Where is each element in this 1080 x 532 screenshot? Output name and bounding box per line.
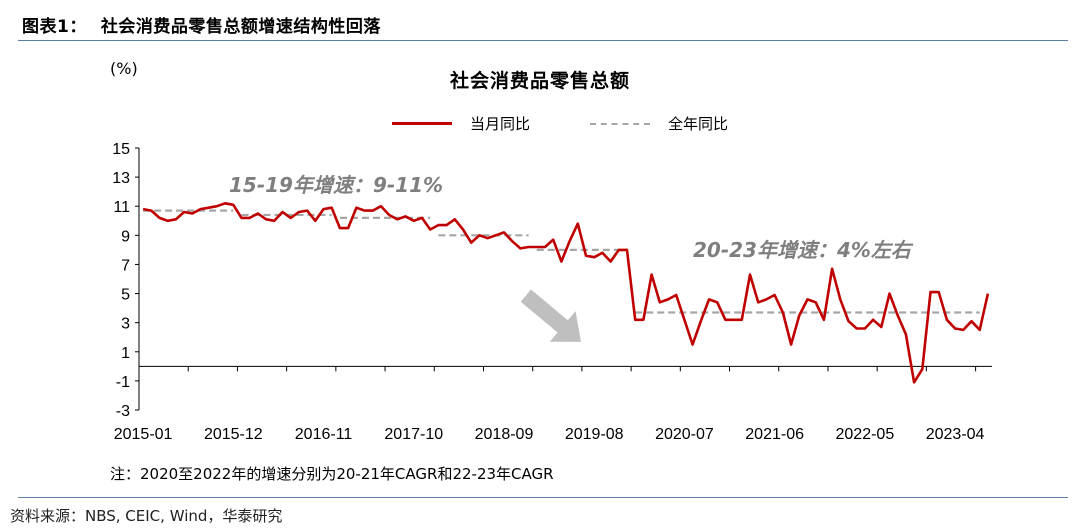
legend-item-monthly: 当月同比 [392, 113, 530, 134]
x-tick-label: 2017-10 [384, 426, 443, 443]
y-axis-unit: (%) [110, 59, 138, 78]
chart-note: 注：2020至2022年的增速分别为20-21年CAGR和22-23年CAGR [110, 465, 554, 483]
monthly-series-line [142, 202, 990, 384]
figure-label: 图表1： [22, 17, 87, 37]
x-tick-label: 2022-05 [836, 426, 895, 443]
legend-item-annual: 全年同比 [590, 113, 728, 134]
legend-label-annual: 全年同比 [668, 115, 729, 133]
y-tick-label: 3 [121, 316, 130, 333]
annotation-2020-2023: 20-23年增速：4%左右 [693, 238, 914, 262]
x-tick-label: 2021-06 [745, 426, 804, 443]
y-tick-label: 13 [112, 170, 130, 187]
trend-arrow-shape [520, 289, 582, 342]
chart-title: 社会消费品零售总额 [449, 70, 630, 92]
y-tick-label: 1 [121, 345, 130, 362]
figure-title-text: 社会消费品零售总额增速结构性回落 [100, 17, 381, 37]
y-tick-label: 9 [121, 228, 130, 245]
legend-label-monthly: 当月同比 [470, 115, 531, 133]
x-tick-label: 2019-08 [565, 426, 624, 443]
trend-arrow [520, 289, 582, 342]
legend-swatch-annual [590, 122, 650, 125]
bottom-divider [18, 497, 1068, 498]
x-tick-label: 2016-11 [295, 426, 353, 443]
legend-swatch-monthly [392, 122, 452, 125]
y-tick-label: -3 [116, 403, 130, 420]
y-tick-label: 7 [121, 257, 130, 274]
figure-title: 图表1： 社会消费品零售总额增速结构性回落 [22, 12, 381, 37]
y-tick-label: -1 [116, 374, 130, 391]
x-tick-label: 2020-07 [655, 426, 714, 443]
y-tick-label: 11 [113, 199, 130, 216]
annotation-2015-2019: 15-19年增速：9-11% [229, 173, 443, 197]
x-tick-label: 2015-12 [204, 426, 263, 443]
x-tick-label: 2015-01 [114, 426, 173, 443]
y-tick-label: 5 [121, 287, 130, 304]
x-tick-label: 2018-09 [475, 426, 534, 443]
top-divider [18, 40, 1068, 41]
source-text: 资料来源：NBS, CEIC, Wind，华泰研究 [10, 507, 283, 525]
y-tick-label: 15 [112, 141, 130, 158]
x-tick-label: 2023-04 [926, 426, 985, 443]
